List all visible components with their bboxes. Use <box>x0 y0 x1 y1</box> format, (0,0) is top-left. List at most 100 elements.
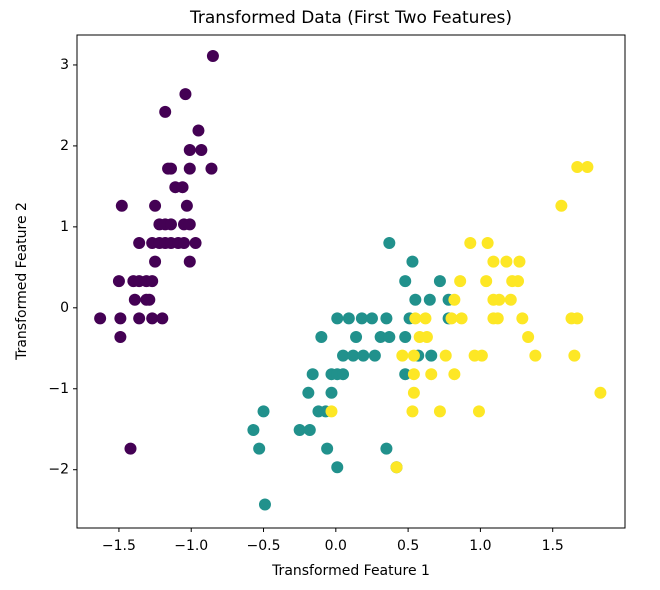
point <box>555 199 568 212</box>
point <box>407 386 420 399</box>
point <box>306 368 319 381</box>
point <box>439 349 452 362</box>
point <box>481 237 494 250</box>
point <box>487 255 500 268</box>
point <box>302 386 315 399</box>
point <box>406 405 419 418</box>
point <box>337 349 350 362</box>
point <box>581 160 594 173</box>
point <box>571 160 584 173</box>
point <box>156 312 169 325</box>
y-tick-label: 0 <box>60 300 69 316</box>
point <box>374 330 387 343</box>
point <box>321 442 334 455</box>
plot-frame <box>76 34 626 529</box>
point <box>180 199 193 212</box>
point <box>325 405 338 418</box>
point <box>491 312 504 325</box>
x-tick-label: −0.5 <box>247 538 281 554</box>
y-tick-label: 3 <box>60 57 69 73</box>
point <box>529 349 542 362</box>
point <box>176 181 189 194</box>
point <box>383 237 396 250</box>
point <box>143 293 156 306</box>
point <box>331 312 344 325</box>
point <box>407 368 420 381</box>
point <box>331 461 344 474</box>
point <box>522 330 535 343</box>
point <box>454 275 467 288</box>
point <box>355 312 368 325</box>
point <box>448 368 461 381</box>
point <box>571 312 584 325</box>
point <box>164 162 177 175</box>
point <box>365 312 378 325</box>
point <box>133 237 146 250</box>
point <box>146 312 159 325</box>
point <box>357 349 370 362</box>
x-tick-label: 0.0 <box>325 538 347 554</box>
point <box>128 293 141 306</box>
point <box>146 275 159 288</box>
point <box>399 368 412 381</box>
point <box>406 255 419 268</box>
point <box>472 405 485 418</box>
point <box>293 424 306 437</box>
point <box>390 461 403 474</box>
point <box>594 386 607 399</box>
point <box>464 237 477 250</box>
point <box>183 255 196 268</box>
x-tick-label: 1.5 <box>542 538 564 554</box>
point <box>425 368 438 381</box>
point <box>423 293 436 306</box>
point <box>342 312 355 325</box>
point <box>192 124 205 137</box>
point <box>420 330 433 343</box>
point <box>164 218 177 231</box>
point <box>493 293 506 306</box>
point <box>183 162 196 175</box>
y-tick-label: 2 <box>60 138 69 154</box>
x-axis-label: Transformed Feature 1 <box>271 563 430 579</box>
point <box>133 312 146 325</box>
point <box>500 255 513 268</box>
point <box>399 275 412 288</box>
point <box>425 349 438 362</box>
point <box>396 349 409 362</box>
point <box>114 330 127 343</box>
chart-title: Transformed Data (First Two Features) <box>189 8 512 28</box>
point <box>409 293 422 306</box>
point <box>115 199 128 212</box>
y-tick-label: 1 <box>60 219 69 235</box>
point <box>516 312 529 325</box>
y-tick-label: −2 <box>48 462 69 478</box>
point <box>303 424 316 437</box>
point <box>257 405 270 418</box>
x-tick-label: −1.0 <box>174 538 208 554</box>
point <box>480 275 493 288</box>
point <box>475 349 488 362</box>
y-tick-label: −1 <box>48 381 69 397</box>
point <box>368 349 381 362</box>
point <box>350 330 363 343</box>
point <box>513 255 526 268</box>
point <box>445 312 458 325</box>
point <box>94 312 107 325</box>
point <box>433 275 446 288</box>
point <box>183 143 196 156</box>
x-tick-label: 0.5 <box>397 538 419 554</box>
point <box>247 424 260 437</box>
point <box>205 162 218 175</box>
point <box>407 349 420 362</box>
point <box>380 442 393 455</box>
point <box>183 218 196 231</box>
point <box>337 368 350 381</box>
x-tick-label: 1.0 <box>469 538 491 554</box>
point <box>253 442 266 455</box>
y-axis-label: Transformed Feature 2 <box>14 202 30 361</box>
point <box>568 349 581 362</box>
point <box>179 88 192 101</box>
point <box>114 312 127 325</box>
point <box>149 199 162 212</box>
